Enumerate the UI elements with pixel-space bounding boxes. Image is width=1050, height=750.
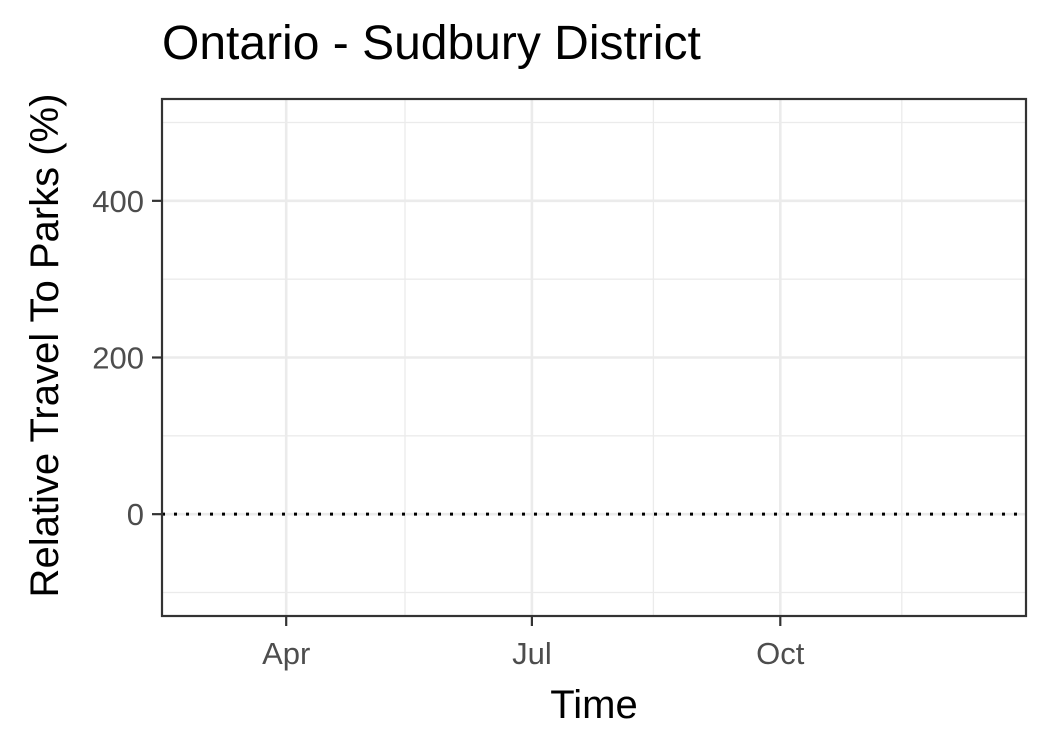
y-axis-ticks: 0 200 400: [92, 184, 162, 532]
chart-title: Ontario - Sudbury District: [162, 17, 701, 70]
x-tick-label: Oct: [756, 636, 805, 671]
x-tick-label: Apr: [262, 636, 310, 671]
y-tick-label: 400: [92, 184, 144, 219]
y-tick-label: 0: [127, 497, 144, 532]
x-axis-title: Time: [550, 683, 637, 727]
y-axis-title: Relative Travel To Parks (%): [23, 94, 67, 598]
x-axis-ticks: Apr Jul Oct: [262, 616, 805, 671]
x-tick-label: Jul: [512, 636, 552, 671]
y-tick-label: 200: [92, 341, 144, 376]
